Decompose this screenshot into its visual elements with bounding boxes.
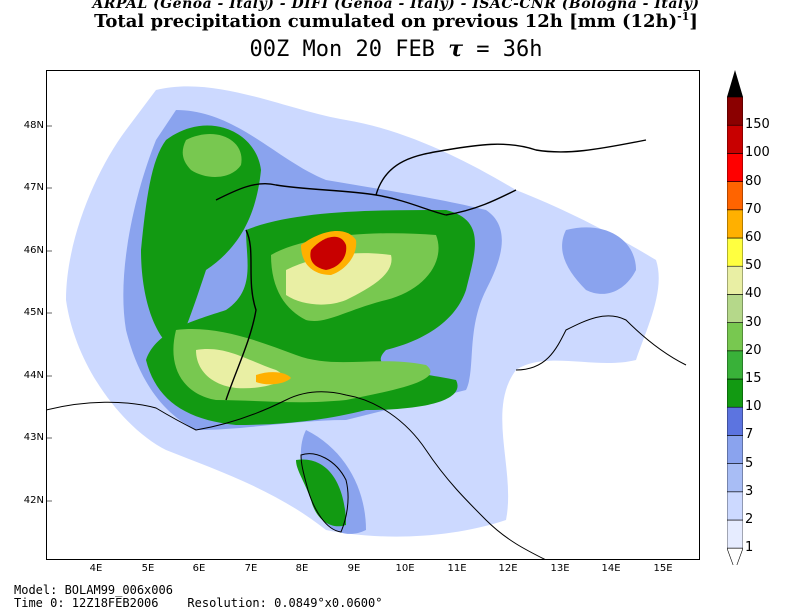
colorbar-segment: [727, 265, 743, 295]
colorbar-top-arrow: [727, 70, 743, 97]
coastlines: [46, 315, 687, 560]
colorbar-tick-label: 100: [745, 145, 770, 161]
precip-red: [310, 236, 347, 270]
colorbar: [727, 70, 743, 565]
colorbar-segment: [727, 237, 743, 267]
lon-label: 6E: [192, 563, 206, 574]
colorbar-segment: [727, 435, 743, 464]
colorbar-segment: [727, 491, 743, 521]
lat-label: 47N: [23, 182, 44, 193]
colorbar-tick-label: 7: [745, 427, 754, 443]
lon-label: 15E: [653, 563, 673, 574]
lat-label: 45N: [23, 307, 44, 318]
colorbar-segment: [727, 294, 743, 323]
colorbar-tick-label: 30: [745, 314, 762, 330]
colorbar-tick-label: 3: [745, 483, 754, 499]
lat-label: 46N: [23, 245, 44, 256]
colorbar-segment: [727, 378, 743, 408]
lon-label: 4E: [89, 563, 103, 574]
colorbar-segment: [727, 96, 743, 126]
lat-label: 42N: [23, 495, 44, 506]
colorbar-segment: [727, 124, 743, 154]
colorbar-segment: [727, 209, 743, 239]
colorbar-segment: [727, 463, 743, 493]
valid-time-label: 00Z Mon 20 FEB τ = 36h: [249, 36, 543, 62]
lon-label: 5E: [141, 563, 155, 574]
colorbar-segment: [727, 153, 743, 182]
header-institutions: ARPAL (Genoa - Italy) - DIFI (Genoa - It…: [92, 0, 700, 12]
lon-label: 10E: [395, 563, 415, 574]
colorbar-bottom-arrow: [727, 547, 743, 565]
colorbar-tick-label: 5: [745, 455, 754, 471]
colorbar-tick-label: 60: [745, 230, 762, 245]
lon-label: 7E: [244, 563, 258, 574]
colorbar-tick-label: 10: [745, 399, 762, 415]
colorbar-tick-label: 15: [745, 371, 762, 386]
colorbar-segment: [727, 322, 743, 352]
colorbar-segment: [727, 350, 743, 380]
country-borders: [215, 139, 647, 401]
colorbar-tick-label: 50: [745, 258, 762, 274]
colorbar-tick-label: 2: [745, 512, 754, 527]
colorbar-tick-label: 80: [745, 173, 762, 189]
map-title: Total precipitation cumulated on previou…: [94, 10, 698, 32]
lat-label: 43N: [23, 432, 44, 443]
precipitation-map: [46, 70, 700, 560]
lon-label: 11E: [447, 563, 467, 574]
lon-label: 12E: [498, 563, 518, 574]
colorbar-tick-label: 20: [745, 342, 762, 358]
tau-symbol: τ: [448, 36, 463, 62]
colorbar-tick-label: 1: [745, 540, 754, 556]
lon-label: 14E: [601, 563, 621, 574]
lat-label: 48N: [23, 120, 44, 131]
footer-time: Time 0: 12Z18FEB2006 Resolution: 0.0849°…: [14, 596, 383, 610]
colorbar-tick-label: 70: [745, 201, 762, 217]
colorbar-segment: [727, 406, 743, 436]
footer-model: Model: BOLAM99_006x006: [14, 583, 173, 597]
lon-label: 8E: [295, 563, 309, 574]
colorbar-tick-label: 150: [745, 117, 770, 133]
colorbar-tick-label: 40: [745, 286, 762, 302]
lat-label: 44N: [23, 370, 44, 381]
colorbar-segment: [727, 181, 743, 211]
lon-label: 13E: [550, 563, 570, 574]
colorbar-segment: [727, 519, 743, 549]
lon-label: 9E: [347, 563, 361, 574]
